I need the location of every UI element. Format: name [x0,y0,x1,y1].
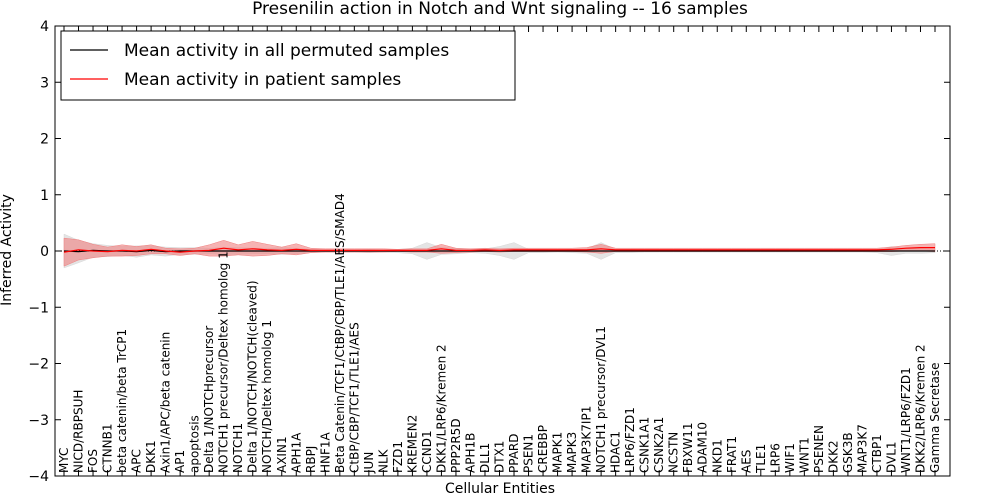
x-entity-label: PPP2R5D [449,418,463,473]
x-entity-label: DVL1 [884,441,898,473]
x-entity-label: CTBP1 [870,434,884,473]
x-entity-label: Gamma Secretase [928,362,942,473]
x-entity-label: MAP3K7IP1 [580,406,594,473]
x-entity-label: PSEN1 [522,434,536,473]
y-tick-label: −1 [28,300,49,316]
x-entity-label: RBPJ [304,446,318,473]
legend-label-patient: Mean activity in patient samples [124,70,401,90]
y-tick-label: 2 [40,132,49,148]
x-entity-label: KREMEN2 [405,415,419,473]
x-entity-label: NOTCH1 precursor/DVL1 [594,326,608,473]
x-entity-label: FZD1 [391,441,405,473]
x-entity-label: CtBP/CBP/TCF1/TLE1/AES [347,322,361,473]
x-entity-label: beta catenin/beta TrCP1 [115,329,129,473]
x-entity-label: DLL1 [478,443,492,473]
x-entity-label: DKK1 [144,440,158,473]
x-entity-label: HDAC1 [609,431,623,473]
x-entity-label: WNT1 [797,437,811,473]
x-entity-label: CCND1 [420,430,434,473]
x-entity-label: LRP6 [768,443,782,473]
legend-label-permuted: Mean activity in all permuted samples [124,41,449,61]
y-tick-label: 1 [40,188,49,204]
x-entity-label: CSNK1A1 [638,417,652,473]
chart-title: Presenilin action in Notch and Wnt signa… [252,0,748,19]
x-entity-label: NOTCH/Deltex homolog 1 [260,320,274,473]
x-entity-label: NCSTN [667,432,681,473]
x-entity-label: NICD/RBPSUH [72,390,86,473]
x-entity-label: MYC [57,448,71,473]
x-entity-label: FRAT1 [725,436,739,473]
series-lines [63,247,935,253]
x-entity-label: HNF1A [318,431,332,473]
x-entity-label: Delta 1/NOTCH/NOTCH(cleaved) [246,280,260,473]
x-entity-label: FBXW11 [681,423,695,474]
x-entity-label: TLE1 [754,444,768,474]
x-entity-label: GSK3B [841,432,855,473]
x-entity-label: MAPK3 [565,432,579,473]
x-entity-label: NOTCH1 [231,423,245,473]
x-entity-label: apoptosis [188,415,202,473]
x-entity-label: DKK1/LRP6/Kremen 2 [434,344,448,473]
y-tick-label: −4 [28,469,49,485]
x-entity-label: APC [130,449,144,473]
x-entity-label: NKD1 [710,439,724,473]
x-entity-label: DKK2/LRP6/Kremen 2 [913,344,927,473]
x-entity-label: LRP6/FZD1 [623,407,637,473]
x-entity-label: Axin1/APC/beta catenin [159,332,173,473]
y-axis-ticks: −4 −3 −2 −1 0 1 2 3 4 [28,19,950,485]
x-axis-entity-labels: MYC NICD/RBPSUH FOS CTNNB1 beta catenin/beta… [57,26,942,476]
y-tick-label: 0 [40,244,49,260]
y-tick-label: −2 [28,357,49,373]
x-entity-label: MAPK1 [551,432,565,473]
x-entity-label: AXIN1 [275,436,289,473]
y-tick-label: −3 [28,413,49,429]
x-entity-label: CSNK2A1 [652,417,666,473]
x-entity-label: DKK2 [826,440,840,473]
y-tick-label: 3 [40,75,49,91]
x-entity-label: PSENEN [812,425,826,473]
x-entity-label: JUN [362,452,376,474]
x-entity-label: DTX1 [493,441,507,473]
x-axis-label: Cellular Entities [445,481,555,497]
x-entity-label: FOS [86,449,100,473]
x-entity-label: PPARD [507,434,521,474]
x-entity-label: Beta Catenin/TCF1/CtBP/CBP/TLE1/AES/SMAD… [333,193,347,473]
x-entity-label: CTNNB1 [101,423,115,473]
x-entity-label: ADAM10 [696,422,710,473]
x-entity-label: WIF1 [783,443,797,473]
x-entity-label: CREBBP [536,425,550,473]
x-entity-label: NOTCH1 precursor/Deltex homolog 1 [217,251,231,473]
y-tick-label: 4 [40,19,49,35]
legend-box [60,30,516,101]
x-entity-label: NLK [376,448,390,473]
x-entity-label: APH1B [463,433,477,473]
x-entity-label: AES [739,450,753,473]
x-entity-label: MAP3K7 [855,424,869,473]
x-entity-label: Delta 1/NOTCHprecursor [202,326,216,473]
x-entity-label: AP1 [173,450,187,473]
line-patient-mean [63,247,935,253]
x-entity-label: APH1A [289,432,303,473]
x-entity-label: WNT1/LRP6/FZD1 [899,367,913,473]
legend: Mean activity in all permuted samples Me… [60,30,516,101]
y-axis-label: Inferred Activity [0,194,15,306]
